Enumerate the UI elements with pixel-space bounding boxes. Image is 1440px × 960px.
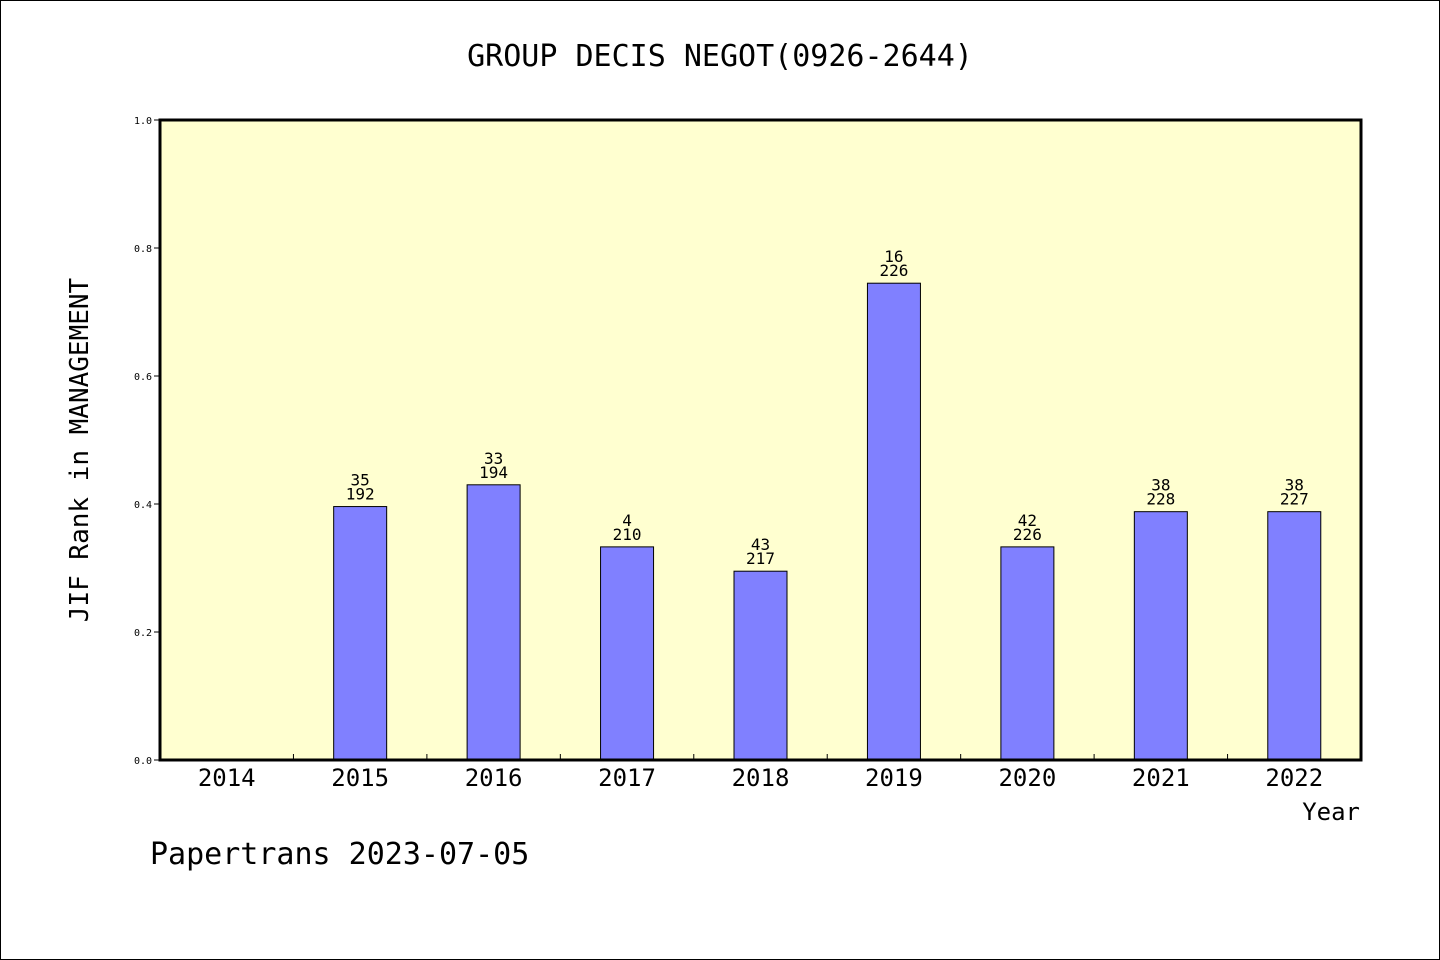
- y-tick-label: 0.6: [134, 372, 152, 383]
- bar-rank-label: 43: [751, 535, 770, 554]
- plot-border: [158, 118, 1363, 762]
- x-tick-label: 2022: [1265, 764, 1323, 792]
- x-tick-label: 2021: [1132, 764, 1190, 792]
- bar-2015: [333, 506, 388, 761]
- y-tick-label: 0.8: [134, 244, 152, 255]
- bar-total-label: 228: [1146, 490, 1175, 509]
- bar-total-label: 226: [879, 261, 908, 280]
- bar-rank-label: 38: [1151, 476, 1170, 495]
- x-tick-label: 2015: [331, 764, 389, 792]
- bar-2016: [466, 484, 521, 761]
- bar-total-label: 192: [346, 485, 375, 504]
- bar-rank-label: 38: [1285, 476, 1304, 495]
- footer-watermark: Papertrans 2023-07-05: [150, 837, 529, 872]
- bar-2022: [1267, 511, 1322, 761]
- bar-2018: [733, 570, 788, 761]
- y-tick-label: 0.0: [134, 756, 152, 767]
- bar-rank-label: 42: [1018, 511, 1037, 530]
- x-tick-label: 2014: [198, 764, 256, 792]
- y-tick-label: 0.2: [134, 628, 152, 639]
- y-axis: 0.0 0.2 0.4 0.6 0.8 1.0: [134, 116, 160, 767]
- bar-total-label: 217: [746, 549, 775, 568]
- bar-rank-label: 33: [484, 449, 503, 468]
- bar-total-label: 227: [1280, 490, 1309, 509]
- bar-2017: [600, 546, 655, 761]
- x-tick-label: 2019: [865, 764, 923, 792]
- x-axis: 2014 2015 2016 2017 2018 2019 2020 2021 2022: [198, 754, 1323, 792]
- y-tick-label: 0.4: [134, 500, 152, 511]
- x-axis-label: Year: [1302, 798, 1360, 826]
- bar-total-label: 194: [479, 463, 508, 482]
- x-tick-label: 2020: [998, 764, 1056, 792]
- x-tick-label: 2016: [465, 764, 523, 792]
- bar-2021: [1133, 511, 1188, 761]
- y-tick-label: 1.0: [134, 116, 152, 127]
- chart-title: GROUP DECIS NEGOT(0926-2644): [467, 39, 973, 74]
- x-tick-label: 2018: [732, 764, 790, 792]
- bar-rank-label: 16: [884, 247, 903, 266]
- bar-rank-label: 4: [622, 511, 632, 530]
- x-tick-label: 2017: [598, 764, 656, 792]
- bar-total-label: 210: [613, 525, 642, 544]
- bars-layer: [333, 282, 1322, 761]
- bar-rank-label: 35: [351, 471, 370, 490]
- bar-2020: [1000, 546, 1055, 761]
- bar-total-label: 226: [1013, 525, 1042, 544]
- y-axis-label: JIF Rank in MANAGEMENT: [65, 277, 95, 622]
- bar-2019: [866, 282, 921, 761]
